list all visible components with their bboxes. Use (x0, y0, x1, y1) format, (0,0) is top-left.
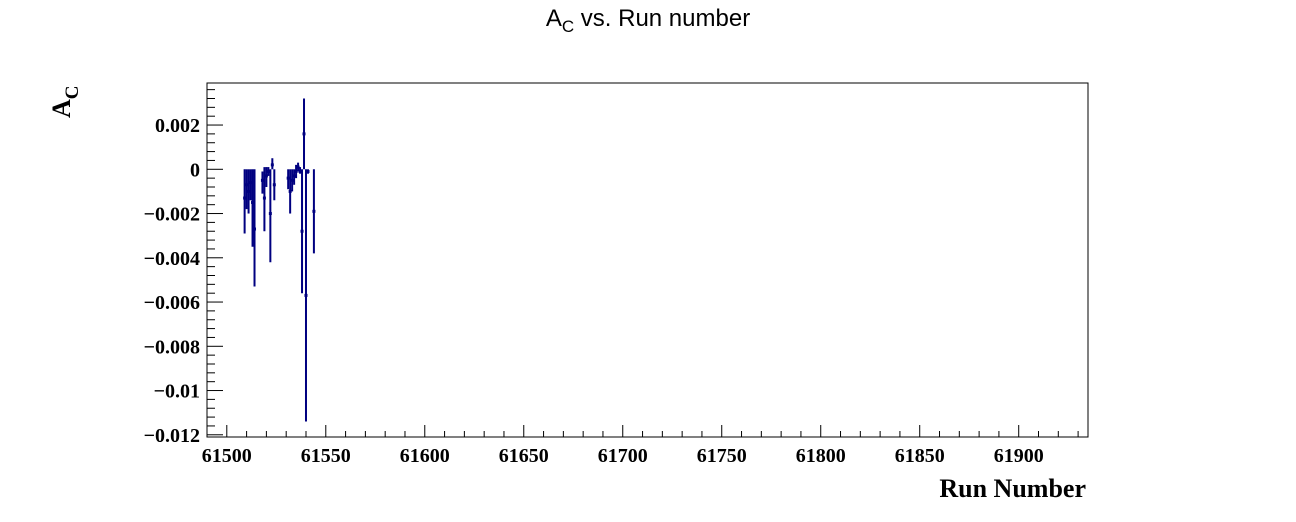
data-point (247, 189, 251, 193)
y-axis: 0.002 0 −0.002 −0.004 −0.006 −0.008 −0.01 −0.01… (144, 89, 223, 447)
data-point (302, 132, 306, 136)
data-point (243, 196, 247, 200)
data-point (249, 181, 253, 185)
x-tick-label: 61850 (895, 445, 945, 467)
data-point (270, 163, 274, 167)
y-tick-label: −0.012 (144, 425, 200, 447)
data-point (294, 170, 298, 173)
x-tick-label: 61550 (301, 445, 351, 467)
y-tick-label: −0.006 (144, 292, 200, 314)
data-point (264, 174, 268, 178)
data-point (290, 178, 294, 182)
data-point (292, 174, 296, 178)
data-point (296, 165, 300, 169)
x-tick-label: 61500 (202, 445, 252, 467)
x-tick-label: 61650 (499, 445, 549, 467)
x-tick-label: 61700 (598, 445, 648, 467)
data-point (260, 178, 264, 182)
data-point (298, 170, 302, 173)
y-tick-label: −0.008 (144, 336, 200, 358)
data-point (306, 170, 310, 173)
data-point (312, 209, 316, 213)
data-point (251, 200, 255, 204)
x-axis-label: Run Number (939, 474, 1086, 503)
x-tick-label: 61600 (400, 445, 450, 467)
data-point (304, 293, 308, 297)
plot-frame (206, 82, 1089, 438)
data-point (268, 212, 272, 216)
data-point (272, 183, 276, 187)
data-point (300, 229, 304, 233)
y-tick-label: −0.002 (144, 204, 200, 226)
y-tick-label: 0 (190, 159, 200, 181)
data-point (286, 176, 290, 180)
chart-title: AC vs. Run number (546, 5, 750, 36)
x-axis: 61500 61550 61600 61650 61700 61750 61800 61850… (202, 425, 1079, 467)
data-point (253, 227, 257, 231)
y-tick-label: 0.002 (155, 115, 200, 137)
data-point (266, 170, 270, 173)
data-point (288, 189, 292, 193)
y-tick-label: −0.01 (154, 381, 200, 403)
data-points (243, 98, 316, 422)
data-point (245, 183, 249, 187)
x-tick-label: 61900 (994, 445, 1044, 467)
x-tick-label: 61750 (697, 445, 747, 467)
y-axis-label: AC (47, 85, 83, 118)
x-tick-label: 61800 (796, 445, 846, 467)
data-point (262, 196, 266, 200)
y-tick-label: −0.004 (144, 248, 200, 270)
